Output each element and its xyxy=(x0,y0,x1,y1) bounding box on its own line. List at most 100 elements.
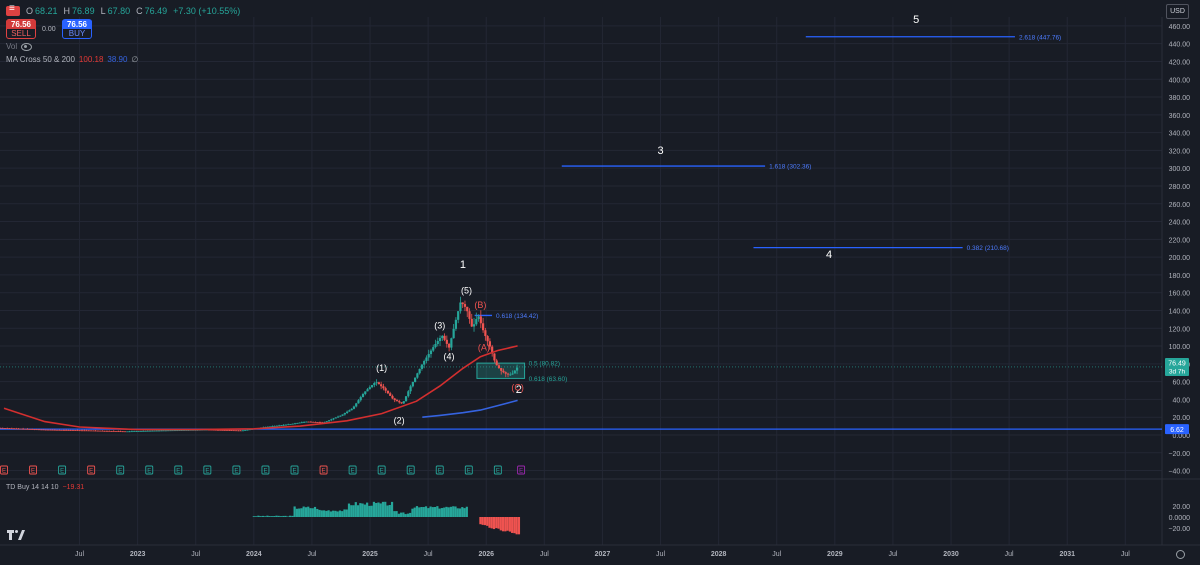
candle-body xyxy=(500,368,503,371)
td-histogram-bar xyxy=(411,508,414,517)
candle-body xyxy=(416,373,419,378)
candle-body xyxy=(373,383,376,386)
candle-body xyxy=(108,430,111,432)
td-histogram-bar xyxy=(429,506,432,517)
candle-body xyxy=(382,386,385,389)
candle-body xyxy=(348,410,351,412)
ma200-value: 38.90 xyxy=(107,55,128,64)
price-tick-label: −20.00 xyxy=(1168,451,1190,458)
td-histogram-bar xyxy=(327,510,330,517)
candle-body xyxy=(69,430,72,431)
wave-label: 5 xyxy=(913,14,919,26)
td-histogram-bar xyxy=(440,508,443,517)
candle-body xyxy=(35,429,38,431)
td-histogram-bar xyxy=(413,507,416,517)
candle-body xyxy=(475,319,478,325)
candle-body xyxy=(0,427,2,429)
td-histogram-bar xyxy=(445,506,448,517)
candle-body xyxy=(506,373,510,375)
candle-body xyxy=(454,319,458,329)
price-tick-label: 100.00 xyxy=(1169,344,1191,351)
earnings-marker-label: E xyxy=(467,469,471,475)
candle-body xyxy=(305,421,308,423)
candle-body xyxy=(411,381,414,387)
candle-body xyxy=(278,425,281,427)
earnings-marker-label: E xyxy=(234,469,238,475)
td-histogram-bar xyxy=(277,515,280,517)
td-value: −19.31 xyxy=(62,484,85,491)
td-histogram-bar xyxy=(397,513,400,517)
ma-name: MA Cross 50 & 200 xyxy=(6,55,75,64)
earnings-marker-label: E xyxy=(322,469,326,475)
candle-body xyxy=(182,430,186,431)
candle-body xyxy=(105,430,109,432)
candle-body xyxy=(180,430,183,431)
candle-body xyxy=(173,430,177,432)
fib-level-label: 0.618 (63.60) xyxy=(529,376,568,383)
candle-body xyxy=(432,347,435,351)
candle-body xyxy=(375,382,378,384)
candle-body xyxy=(511,373,514,375)
price-tick-label: 160.00 xyxy=(1169,291,1191,298)
open-label: O xyxy=(26,6,34,16)
volume-legend[interactable]: Vol xyxy=(6,42,33,51)
candle-body xyxy=(225,430,229,431)
candle-body xyxy=(62,429,66,431)
currency-button[interactable]: USD xyxy=(1166,4,1189,19)
time-tick-label: Jul xyxy=(1005,551,1014,558)
sell-button[interactable]: 76.56 SELL xyxy=(6,19,36,39)
candle-body xyxy=(343,413,346,415)
price-tick-label: −40.00 xyxy=(1168,469,1190,476)
td-histogram-bar xyxy=(275,515,278,517)
td-name: TD Buy 14 14 10 xyxy=(6,484,59,491)
candle-body xyxy=(171,430,174,432)
td-histogram-bar xyxy=(334,510,337,517)
td-histogram-bar xyxy=(282,515,285,517)
buy-button[interactable]: 76.56 BUY xyxy=(62,19,92,39)
candle-body xyxy=(441,335,444,339)
candle-body xyxy=(74,430,77,431)
td-histogram-bar xyxy=(291,515,294,517)
earnings-marker-label: E xyxy=(438,469,442,475)
td-axis-label: −20.00 xyxy=(1168,526,1190,533)
candle-body xyxy=(509,374,512,376)
price-tick-label: 60.00 xyxy=(1172,380,1190,387)
candle-body xyxy=(504,372,507,374)
candle-body xyxy=(28,428,32,430)
eye-icon[interactable] xyxy=(21,42,33,51)
price-tick-label: 340.00 xyxy=(1169,131,1191,138)
settings-icon[interactable] xyxy=(1176,550,1185,559)
candle-body xyxy=(404,396,408,402)
td-histogram-bar xyxy=(322,510,326,517)
earnings-marker xyxy=(29,465,37,475)
candle-body xyxy=(146,430,149,432)
tradingview-logo-icon[interactable] xyxy=(7,529,25,541)
candle-body xyxy=(287,424,290,426)
candle-body xyxy=(46,429,50,431)
candle-body xyxy=(51,429,54,431)
td-legend[interactable]: TD Buy 14 14 10 −19.31 xyxy=(6,484,84,491)
ma-hidden-icon[interactable]: ∅ xyxy=(131,55,139,64)
td-histogram-bar xyxy=(336,511,339,517)
sell-price: 76.56 xyxy=(6,20,36,29)
candle-body xyxy=(214,429,217,431)
earnings-marker-label: E xyxy=(89,469,93,475)
candle-body xyxy=(366,389,369,392)
candle-body xyxy=(448,343,451,348)
candle-body xyxy=(10,428,13,430)
price-tick-label: 320.00 xyxy=(1169,148,1191,155)
open-value: 68.21 xyxy=(35,6,58,16)
candle-body xyxy=(488,341,491,347)
low-level-badge xyxy=(1165,424,1189,435)
candle-body xyxy=(237,430,240,432)
earnings-marker-label: E xyxy=(519,469,523,475)
candle-body xyxy=(479,316,482,324)
ma-legend[interactable]: MA Cross 50 & 200 100.18 38.90 ∅ xyxy=(6,55,138,64)
fib-level-label: 0.5 (80.82) xyxy=(529,361,560,368)
time-tick-label: 2023 xyxy=(130,551,146,558)
candle-body xyxy=(481,323,485,331)
td-histogram-bar xyxy=(300,508,303,517)
earnings-marker xyxy=(0,465,8,475)
candle-body xyxy=(232,430,235,432)
